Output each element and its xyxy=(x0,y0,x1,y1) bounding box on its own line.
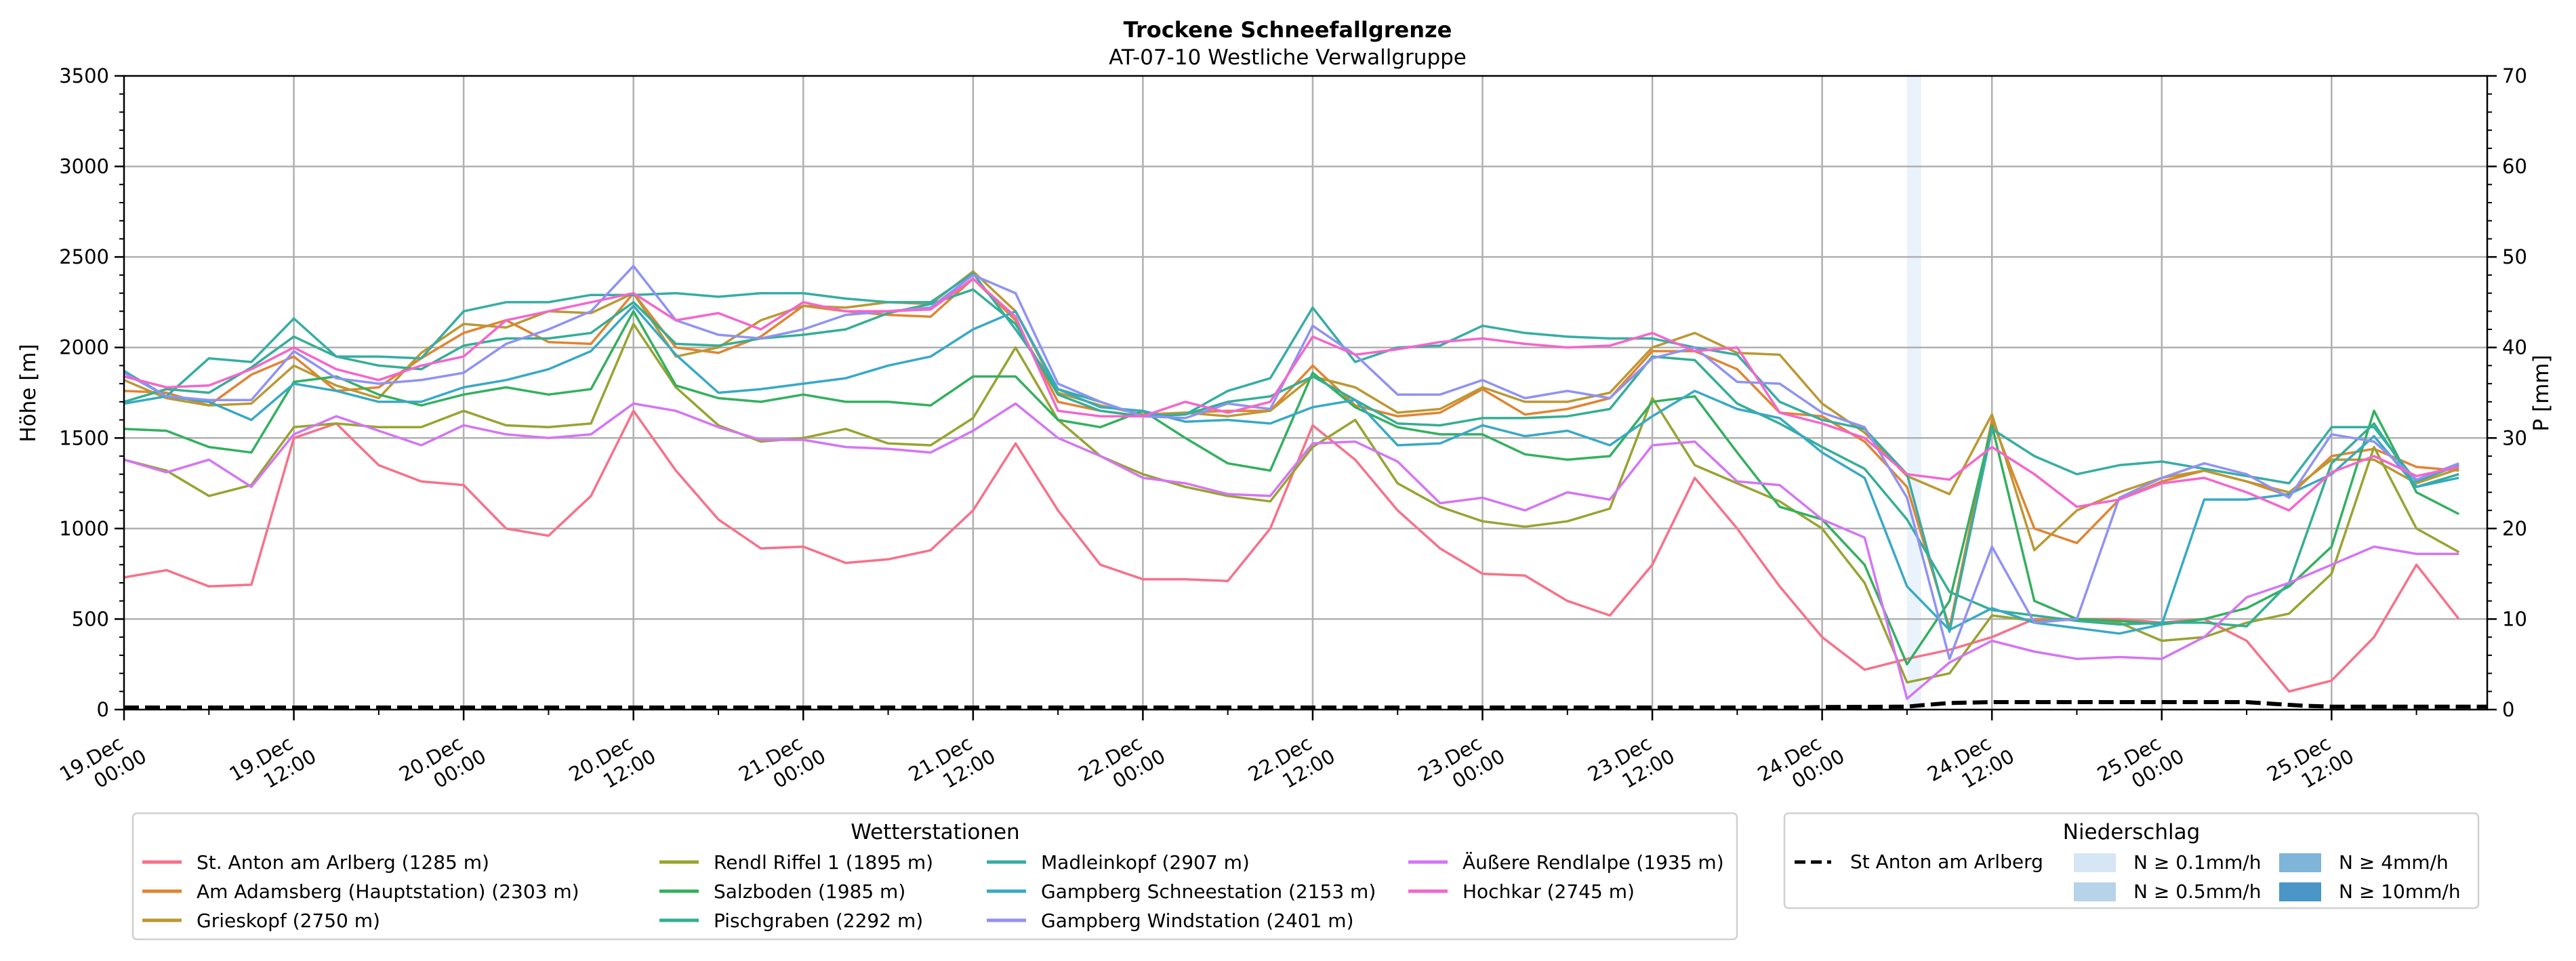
legend-label-11: Hochkar (2745 m) xyxy=(1463,880,1635,903)
legend-label-8: Gampberg Schneestation (2153 m) xyxy=(1041,880,1376,903)
chart-title: Trockene Schneefallgrenze xyxy=(1124,17,1452,43)
legend-label-7: Madleinkopf (2907 m) xyxy=(1041,851,1250,874)
precip-class-label-1: N ≥ 0.1mm/h xyxy=(2133,851,2261,874)
series-line-4 xyxy=(123,323,2460,684)
y-tick-label: 2500 xyxy=(59,245,109,268)
precip-legend-title: Niederschlag xyxy=(2063,820,2201,844)
series-line-7 xyxy=(123,272,2459,633)
grid-layer xyxy=(124,76,2487,710)
stations-legend-title: Wetterstationen xyxy=(851,820,1019,844)
axes-layer: 0 500 1000 1500 2000 2500 3000 3500 0 10 20 30 40 50 6… xyxy=(56,64,2527,793)
legend-label-9: Gampberg Windstation (2401 m) xyxy=(1041,909,1354,932)
y2-tick-label: 0 xyxy=(2502,698,2514,721)
legend-label-10: Äußere Rendlalpe (1935 m) xyxy=(1463,851,1724,874)
y2-tick-label: 70 xyxy=(2502,64,2527,87)
y2-tick-label: 60 xyxy=(2502,155,2527,178)
series-line-8 xyxy=(123,304,2459,635)
stations-legend: Wetterstationen St. Anton am Arlberg (12… xyxy=(131,812,1738,941)
precip-class-label-4: N ≥ 10mm/h xyxy=(2339,880,2461,903)
series-line-3 xyxy=(123,270,2459,552)
precip-legend-line-label: St Anton am Arlberg xyxy=(1850,851,2043,873)
y2-tick-label: 10 xyxy=(2502,607,2527,630)
y-tick-label: 3000 xyxy=(59,155,109,178)
legend-label-6: Pischgraben (2292 m) xyxy=(714,909,923,932)
y-tick-label: 500 xyxy=(72,607,109,630)
y2-tick-label: 50 xyxy=(2502,245,2527,268)
series-line-1 xyxy=(123,409,2460,693)
legend-label-2: Am Adamsberg (Hauptstation) (2303 m) xyxy=(197,880,579,903)
precip-shade-band xyxy=(1906,76,1921,710)
series-line-5 xyxy=(123,310,2459,666)
series-line-11 xyxy=(123,277,2459,512)
y-tick-label: 2000 xyxy=(59,336,109,359)
precip-class-label-3: N ≥ 4mm/h xyxy=(2339,851,2449,874)
precip-cumulative-line xyxy=(124,700,2487,710)
series-line-6 xyxy=(123,288,2459,628)
precip-layer xyxy=(124,700,2487,710)
legend-label-4: Rendl Riffel 1 (1895 m) xyxy=(714,851,933,874)
legend-label-3: Grieskopf (2750 m) xyxy=(197,909,380,932)
precip-class-swatch-2 xyxy=(2074,882,2116,901)
legend-label-5: Salzboden (1985 m) xyxy=(714,880,905,903)
y2-tick-label: 30 xyxy=(2502,426,2527,449)
precip-class-label-2: N ≥ 0.5mm/h xyxy=(2133,880,2261,903)
plot-frame xyxy=(123,75,2489,711)
precip-class-swatch-1 xyxy=(2074,853,2116,872)
series-line-2 xyxy=(123,277,2459,630)
precip-shading-layer xyxy=(1906,76,1921,710)
chart-subtitle: AT-07-10 Westliche Verwallgruppe xyxy=(1109,45,1467,70)
y2-tick-label: 20 xyxy=(2502,517,2527,540)
y-tick-label: 3500 xyxy=(59,64,109,87)
series-layer xyxy=(123,264,2460,700)
precip-class-swatch-3 xyxy=(2279,853,2321,872)
legend-label-1: St. Anton am Arlberg (1285 m) xyxy=(197,851,489,874)
y2-tick-label: 40 xyxy=(2502,336,2527,359)
y-tick-label: 1500 xyxy=(59,426,109,449)
y-tick-label: 1000 xyxy=(59,517,109,540)
precip-class-swatch-4 xyxy=(2279,882,2321,901)
precip-legend: Niederschlag St Anton am Arlberg N ≥ 0.1… xyxy=(1783,812,2480,909)
y-axis-label: Höhe [m] xyxy=(16,344,41,442)
y-tick-label: 0 xyxy=(97,698,109,721)
stations-legend-frame xyxy=(131,812,1738,941)
y2-axis-label: P [mm] xyxy=(2529,354,2554,431)
series-line-10 xyxy=(123,402,2459,700)
